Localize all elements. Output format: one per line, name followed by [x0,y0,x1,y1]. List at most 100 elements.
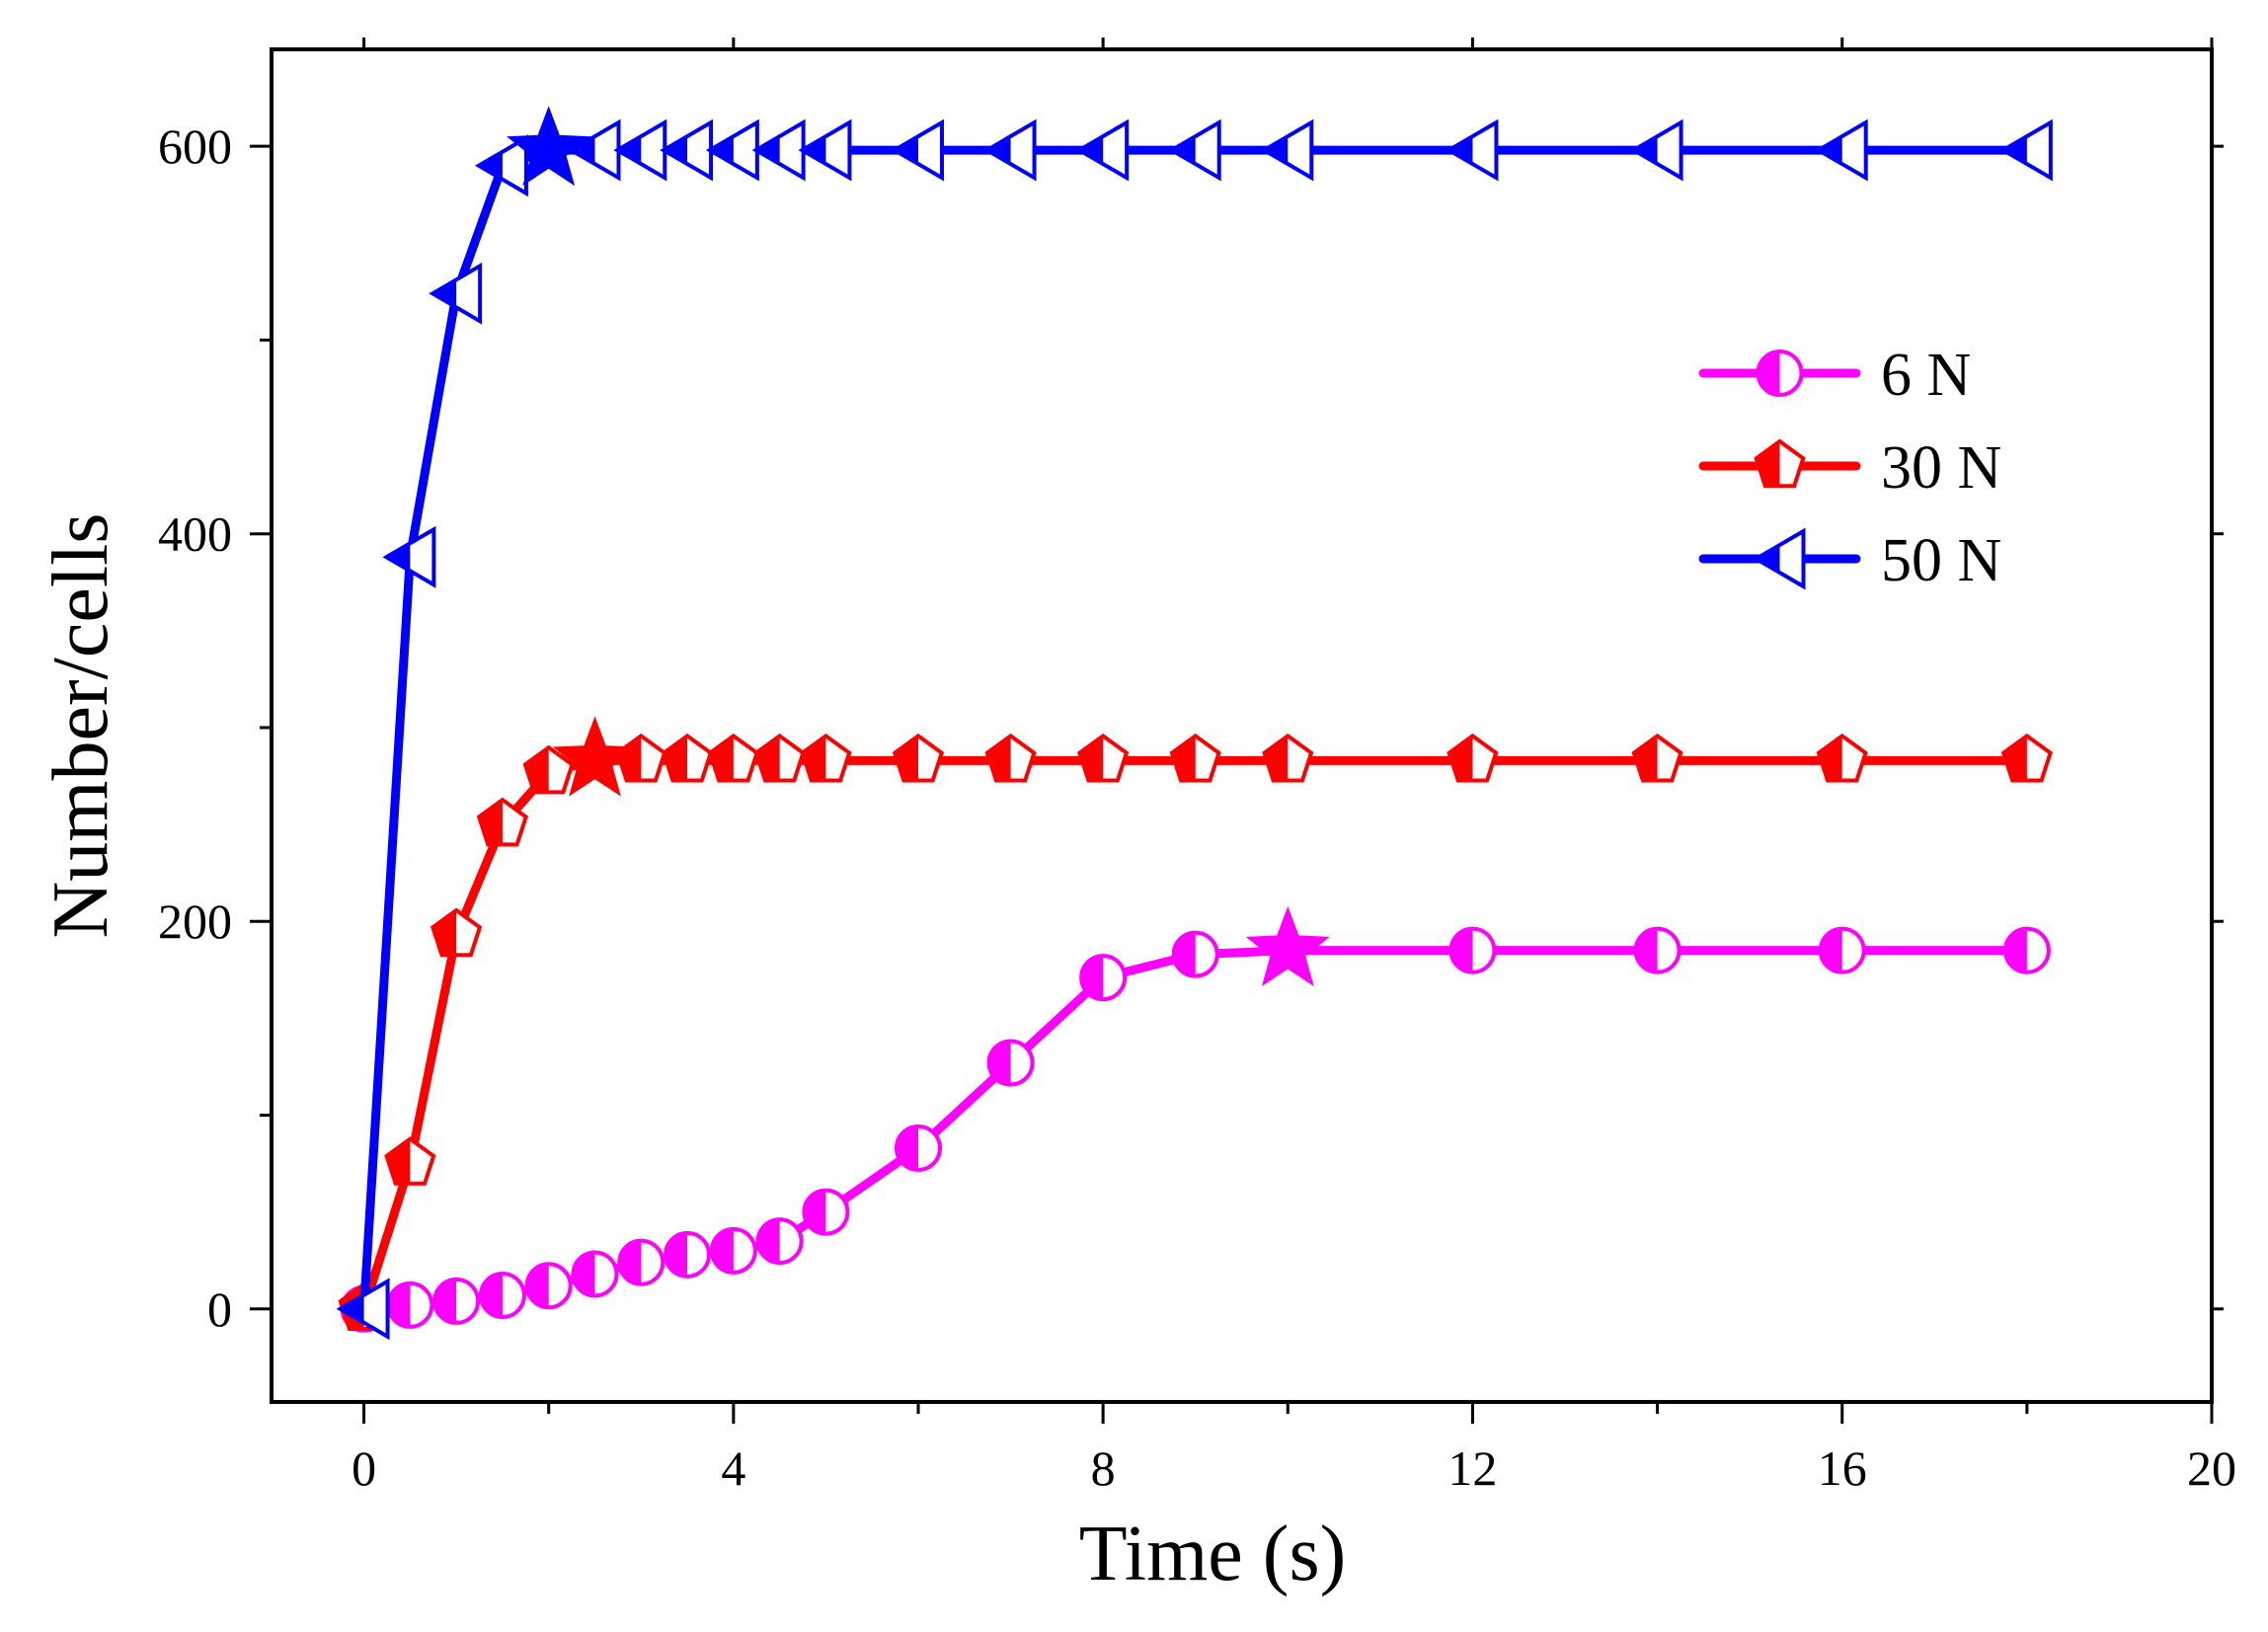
marker-fill [524,747,549,793]
marker-fill [1448,736,1473,781]
data-point [1448,926,1497,974]
marker-fill [619,1240,642,1284]
data-point [1445,118,1499,182]
data-point [891,118,944,182]
x-tick-label: 16 [1818,1440,1867,1496]
marker-fill [1633,736,1658,781]
data-point [1260,118,1314,182]
legend-item: 30 N [1698,434,2001,502]
marker-fill [986,136,1011,165]
marker-fill [755,736,780,781]
data-point [1262,733,1314,783]
legend-label: 30 N [1881,434,2001,502]
marker-fill [1758,351,1780,395]
marker-fill [988,1041,1011,1085]
data-point [986,1039,1035,1087]
data-point [474,134,528,197]
legend-marker [1754,438,1806,489]
data-point [798,118,852,182]
marker-fill [340,1294,364,1323]
data-point [1171,930,1219,978]
marker-fill [617,136,642,165]
marker-fill [480,1274,503,1318]
data-point [664,1230,712,1279]
marker-body [474,134,528,197]
marker-fill [432,909,457,956]
marker-fill [802,136,826,165]
legend-item: 50 N [1698,527,2001,594]
marker-fill [709,136,734,165]
marker-fill [617,736,642,781]
data-point [429,262,483,325]
marker-fill [1171,136,1196,165]
data-point [476,797,529,847]
data-point [755,1217,804,1266]
plot-layer [336,106,2053,1341]
data-point [753,733,806,783]
data-point [895,1124,942,1172]
marker-fill [1264,136,1289,165]
marker-fill [986,736,1011,781]
series-30n [338,716,2053,1332]
legend-item: 6 N [1698,342,1971,409]
marker-fill [1635,928,1658,972]
y-tick-label: 600 [158,118,232,174]
marker-fill [1171,736,1196,781]
series-50n [336,106,2053,1341]
data-point [617,1238,665,1286]
marker-fill [1633,136,1658,165]
data-point [1631,733,1683,783]
data-point [384,1136,436,1186]
data-point [615,733,667,783]
marker-fill [804,1190,826,1234]
legend-label: 50 N [1881,527,2001,594]
marker-fill [895,136,918,165]
data-point [1629,118,1683,182]
data-point [432,1277,481,1325]
x-tick-label: 12 [1447,1440,1497,1496]
y-tick-label: 400 [158,506,232,562]
legend-label: 6 N [1881,342,1971,409]
x-axis-title: Time (s) [1079,1511,1346,1597]
data-point [1077,733,1130,783]
marker-fill [478,151,503,180]
marker-fill [388,1282,411,1327]
x-tick-label: 20 [2187,1440,2236,1496]
data-point [705,118,759,182]
marker-fill [1448,136,1473,165]
marker-fill [571,136,595,165]
marker-fill [434,1279,457,1323]
data-point [1998,118,2053,182]
data-point [1075,118,1130,182]
star-marker [1245,905,1330,987]
marker-fill [386,1138,411,1184]
marker-fill [432,279,457,308]
legend-marker [1756,350,1804,397]
data-point [1816,733,1868,783]
marker-fill [1079,736,1104,781]
series-line [359,946,2032,1314]
data-point [567,118,621,182]
marker-fill [897,1126,918,1170]
data-point [613,118,667,182]
data-point [984,733,1037,783]
marker-fill [1820,928,1842,972]
data-point [382,525,436,588]
data-point [1818,926,1866,974]
data-point [802,1188,850,1236]
data-point [2002,926,2051,974]
data-point [800,733,852,783]
x-tick-label: 8 [1091,1440,1116,1496]
legend-marker [1752,527,1806,590]
legend: 6 N 30 N 50 N [1698,342,2001,594]
marker-fill [1264,736,1289,781]
data-point [336,1278,390,1341]
data-point [478,1272,526,1320]
data-point [709,1226,757,1275]
marker-fill [1818,136,1842,165]
data-point [1169,733,1221,783]
star-marker [507,106,591,187]
data-point [892,733,945,783]
marker-fill [2003,736,2027,781]
